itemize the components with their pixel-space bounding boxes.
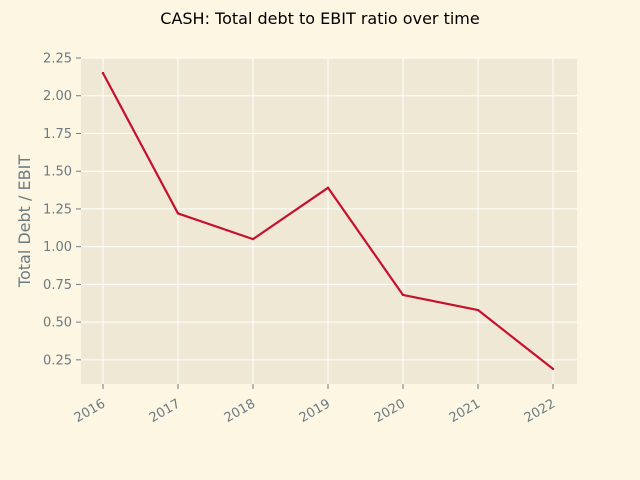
- grid-lines: [81, 57, 577, 384]
- y-tick-label: 2.00: [43, 89, 72, 104]
- data-point: [176, 212, 180, 215]
- x-tick-label: 2022: [522, 396, 558, 426]
- x-tick-label: 2019: [297, 396, 333, 426]
- chart-title: CASH: Total debt to EBIT ratio over time: [160, 9, 479, 28]
- series-layer: [101, 71, 555, 371]
- y-tick-label: 0.75: [43, 278, 72, 293]
- x-tick-label: 2020: [372, 396, 408, 426]
- data-point: [326, 186, 330, 189]
- x-tick-label: 2017: [147, 396, 183, 426]
- y-tick-label: 1.25: [43, 202, 72, 217]
- y-tick-label: 1.00: [43, 240, 72, 255]
- x-tick-label: 2016: [72, 396, 108, 426]
- data-point: [551, 367, 555, 371]
- y-tick-label: 1.50: [43, 165, 72, 180]
- y-axis-label: Total Debt / EBIT: [15, 155, 34, 288]
- x-tick-label: 2018: [222, 396, 258, 426]
- y-axis: 0.25 0.50 0.75 1.00 1.25 1.50 1.75 2.00 2.25: [43, 52, 81, 368]
- y-tick-label: 0.50: [43, 316, 72, 331]
- x-tick-label: 2021: [447, 396, 483, 426]
- data-point: [251, 237, 255, 241]
- data-point: [476, 308, 480, 312]
- x-axis: 2016 2017 2018 2019 2020 2021 2022: [72, 384, 558, 426]
- data-point: [401, 293, 405, 297]
- y-tick-label: 0.25: [43, 353, 72, 368]
- y-tick-label: 1.75: [43, 127, 72, 142]
- plot-area: [81, 58, 577, 384]
- y-tick-label: 2.25: [43, 52, 72, 67]
- data-point: [101, 71, 105, 75]
